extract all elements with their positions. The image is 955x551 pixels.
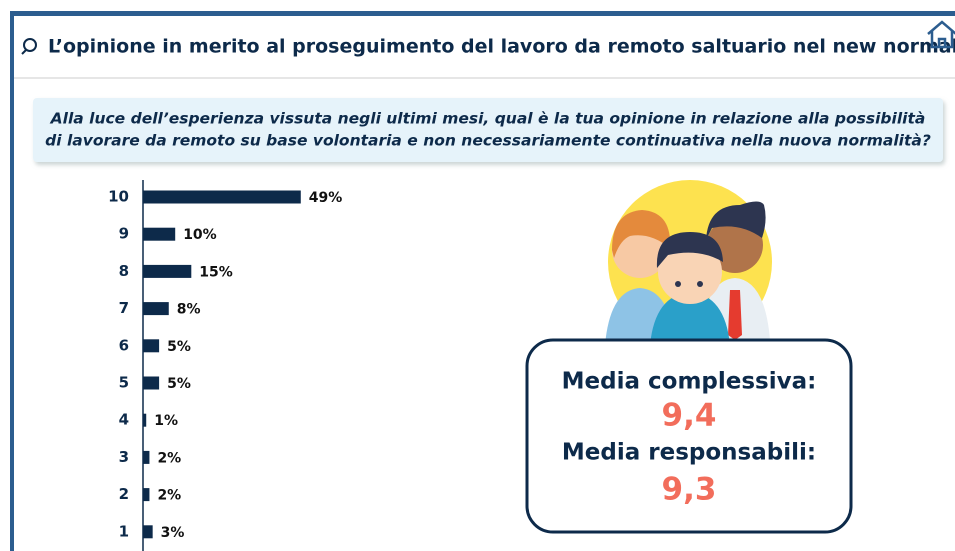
category-label: 9 bbox=[119, 225, 129, 243]
bar bbox=[143, 488, 150, 502]
category-label: 8 bbox=[119, 262, 129, 280]
category-label: 3 bbox=[119, 448, 129, 466]
value-label: 5% bbox=[167, 376, 191, 392]
illustration bbox=[605, 180, 772, 345]
category-label: 2 bbox=[119, 485, 129, 503]
category-label: 6 bbox=[119, 336, 129, 354]
value-label: 1% bbox=[154, 413, 178, 429]
search-icon bbox=[21, 38, 37, 55]
value-label: 49% bbox=[309, 190, 343, 206]
bar bbox=[143, 376, 160, 390]
bar bbox=[143, 450, 150, 464]
value-label: 5% bbox=[167, 339, 191, 355]
home-icon[interactable] bbox=[927, 20, 955, 49]
category-label: 4 bbox=[119, 411, 129, 429]
bar bbox=[143, 227, 176, 241]
category-label: 1 bbox=[119, 522, 129, 540]
question-box bbox=[33, 98, 943, 162]
value-label: 2% bbox=[157, 450, 181, 466]
question-line: Alla luce dell’esperienza vissuta negli … bbox=[50, 110, 926, 128]
summary-label: Media responsabili: bbox=[562, 440, 816, 466]
title: L’opinione in merito al proseguimento de… bbox=[48, 36, 955, 58]
bar bbox=[143, 302, 169, 316]
summary-label: Media complessiva: bbox=[562, 369, 817, 395]
category-label: 7 bbox=[119, 299, 129, 317]
value-label: 3% bbox=[161, 525, 185, 541]
bar-chart: 10 49% 9 10% 8 15% 7 8% 6 5% 5 5% 4 1% 3 2% 2 2% 1 3% bbox=[108, 188, 342, 541]
bar bbox=[143, 264, 192, 278]
value-label: 10% bbox=[183, 227, 217, 243]
bar bbox=[143, 413, 147, 427]
summary-value: 9,3 bbox=[662, 472, 717, 508]
left-border bbox=[10, 11, 14, 551]
category-label: 5 bbox=[119, 374, 129, 392]
bar bbox=[143, 190, 301, 204]
value-label: 8% bbox=[177, 302, 201, 318]
value-label: 2% bbox=[157, 488, 181, 504]
top-border bbox=[10, 11, 955, 16]
summary-box bbox=[525, 338, 853, 534]
summary-value: 9,4 bbox=[662, 398, 717, 434]
category-label: 10 bbox=[108, 188, 129, 206]
value-label: 15% bbox=[199, 264, 233, 280]
question-line: di lavorare da remoto su base volontaria… bbox=[45, 132, 931, 150]
bar bbox=[143, 339, 160, 353]
bar bbox=[143, 525, 153, 539]
